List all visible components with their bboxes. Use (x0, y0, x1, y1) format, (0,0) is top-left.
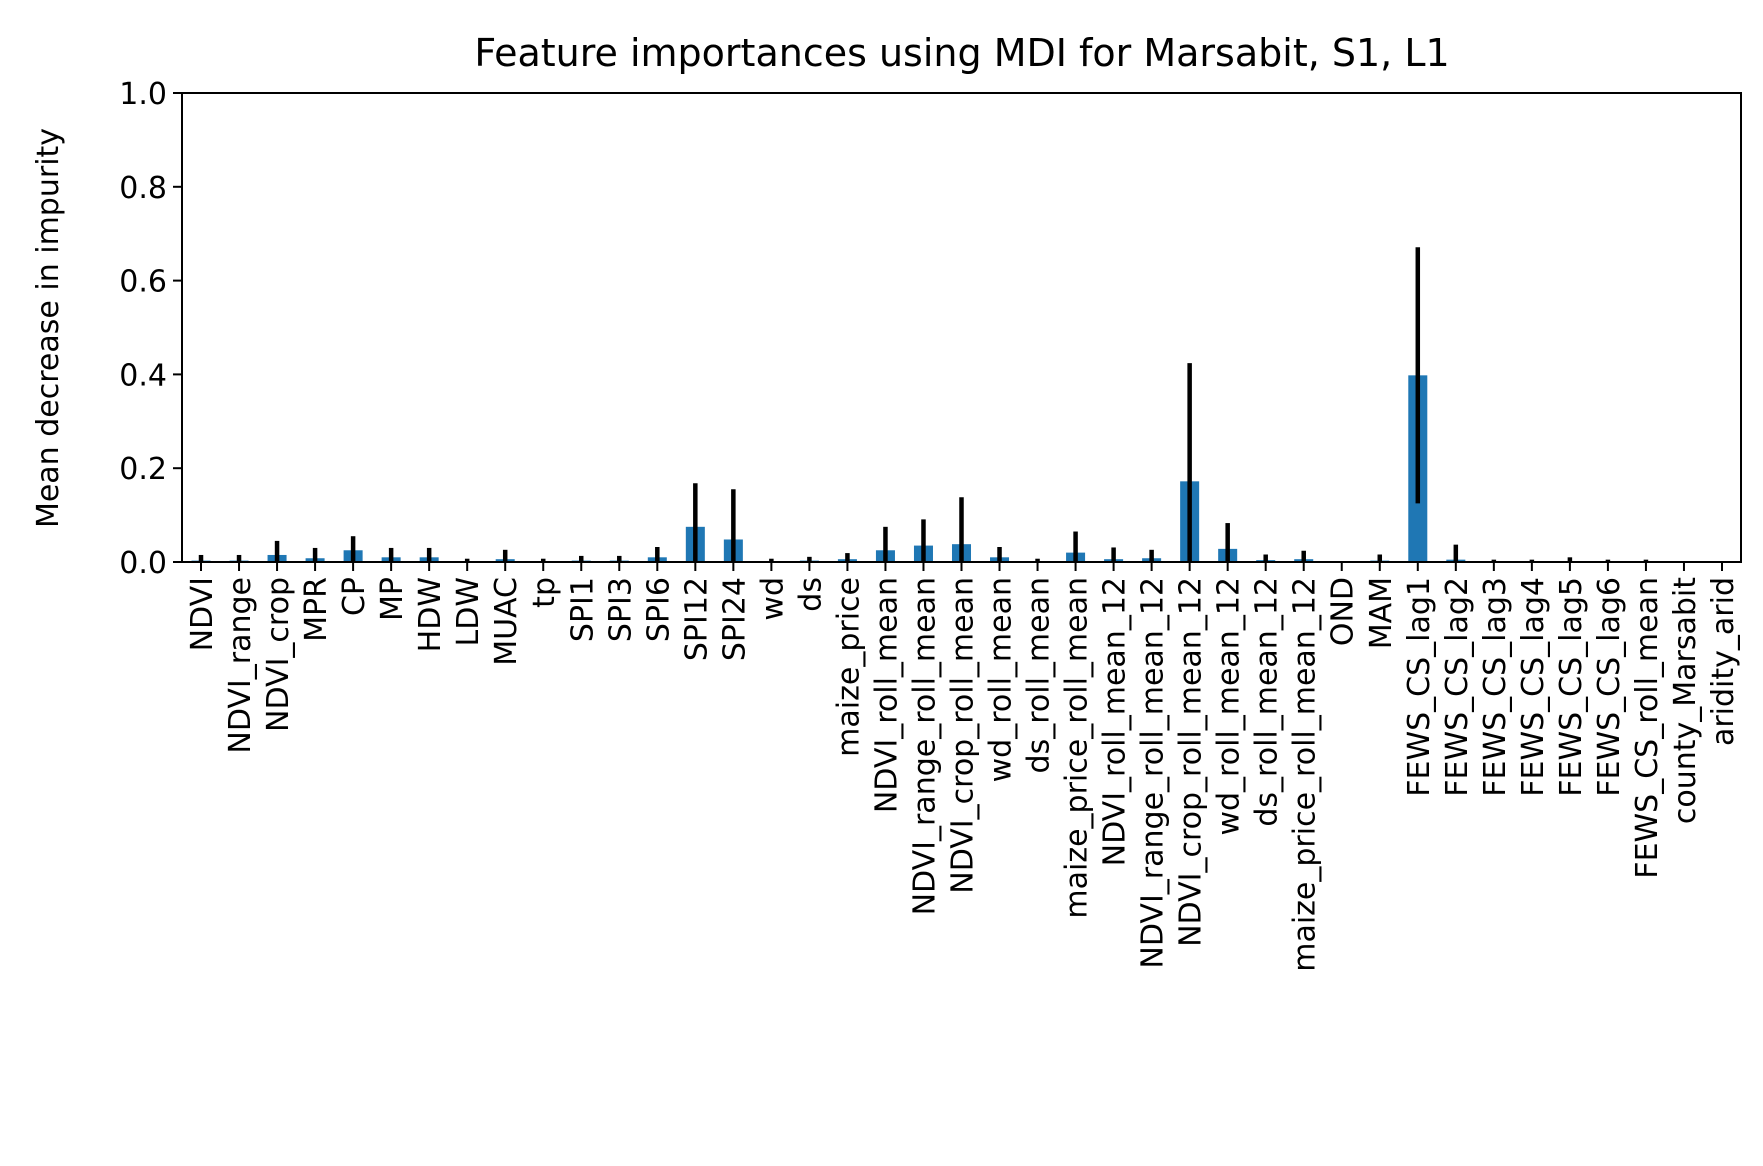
x-tick-label-SPI6: SPI6 (641, 577, 676, 642)
x-tick-label-FEWS_CS_lag6: FEWS_CS_lag6 (1592, 577, 1627, 797)
x-tick-label-NDVI_roll_mean_12: NDVI_roll_mean_12 (1098, 577, 1133, 866)
x-tick-label-NDVI_range_roll_mean_12: NDVI_range_roll_mean_12 (1136, 577, 1171, 969)
x-tick-label-MP: MP (375, 577, 410, 621)
y-tick-label-0.8: 0.8 (119, 171, 167, 206)
y-tick-label-0.6: 0.6 (119, 265, 167, 300)
x-tick-label-NDVI_range: NDVI_range (223, 577, 258, 754)
x-tick-label-maize_price: maize_price (831, 577, 866, 757)
x-tick-label-FEWS_CS_lag3: FEWS_CS_lag3 (1478, 577, 1513, 797)
x-tick-label-maize_price_roll_mean: maize_price_roll_mean (1060, 577, 1095, 919)
x-axis: NDVI NDVI_range NDVI_crop MPR CP MP HDW LDW MUAC… (185, 562, 1741, 972)
x-tick-label-SPI12: SPI12 (679, 577, 714, 661)
x-tick-label-NDVI_crop_roll_mean_12: NDVI_crop_roll_mean_12 (1174, 577, 1209, 947)
x-tick-label-ds_roll_mean_12: ds_roll_mean_12 (1250, 577, 1285, 827)
x-tick-label-LDW: LDW (451, 577, 486, 646)
x-tick-label-MUAC: MUAC (489, 577, 524, 666)
plot-area (191, 247, 1656, 562)
y-tick-label-1.0: 1.0 (119, 77, 167, 112)
x-tick-label-NDVI_roll_mean: NDVI_roll_mean (869, 577, 904, 813)
x-tick-label-MPR: MPR (299, 577, 334, 642)
x-tick-label-SPI24: SPI24 (717, 577, 752, 661)
x-tick-label-FEWS_CS_lag2: FEWS_CS_lag2 (1440, 577, 1475, 797)
x-tick-label-NDVI_range_roll_mean: NDVI_range_roll_mean (907, 577, 942, 915)
x-tick-label-ds: ds (793, 577, 828, 612)
x-tick-label-OND: OND (1326, 577, 1361, 646)
x-tick-label-HDW: HDW (413, 577, 448, 652)
x-tick-label-ds_roll_mean: ds_roll_mean (1022, 577, 1057, 773)
x-tick-label-wd_roll_mean_12: wd_roll_mean_12 (1212, 577, 1247, 836)
x-tick-label-SPI3: SPI3 (603, 577, 638, 642)
x-tick-label-maize_price_roll_mean_12: maize_price_roll_mean_12 (1288, 577, 1323, 972)
x-tick-label-FEWS_CS_lag5: FEWS_CS_lag5 (1554, 577, 1589, 797)
x-tick-label-wd_roll_mean: wd_roll_mean (984, 577, 1019, 782)
x-tick-label-county_Marsabit: county_Marsabit (1668, 577, 1703, 824)
x-tick-label-wd: wd (755, 577, 790, 621)
x-tick-label-SPI1: SPI1 (565, 577, 600, 642)
chart-title: Feature importances using MDI for Marsab… (474, 31, 1449, 75)
x-tick-label-FEWS_CS_lag1: FEWS_CS_lag1 (1402, 577, 1437, 797)
y-tick-label-0.0: 0.0 (119, 546, 167, 581)
y-tick-label-0.4: 0.4 (119, 358, 167, 393)
plot-frame (181, 92, 1742, 563)
x-tick-label-tp: tp (527, 577, 562, 608)
y-axis: 0.0 0.2 0.4 0.6 0.8 1.0 (119, 77, 182, 581)
x-tick-label-MAM: MAM (1364, 577, 1399, 649)
y-tick-label-0.2: 0.2 (119, 452, 167, 487)
y-axis-label: Mean decrease in impurity (31, 128, 66, 528)
x-tick-label-aridity_arid: aridity_arid (1706, 577, 1741, 746)
x-tick-label-FEWS_CS_roll_mean: FEWS_CS_roll_mean (1630, 577, 1665, 879)
x-tick-label-NDVI: NDVI (185, 577, 220, 651)
x-tick-label-CP: CP (337, 577, 372, 616)
x-tick-label-NDVI_crop_roll_mean: NDVI_crop_roll_mean (946, 577, 981, 894)
x-tick-label-NDVI_crop: NDVI_crop (261, 577, 296, 732)
x-tick-label-FEWS_CS_lag4: FEWS_CS_lag4 (1516, 577, 1551, 797)
